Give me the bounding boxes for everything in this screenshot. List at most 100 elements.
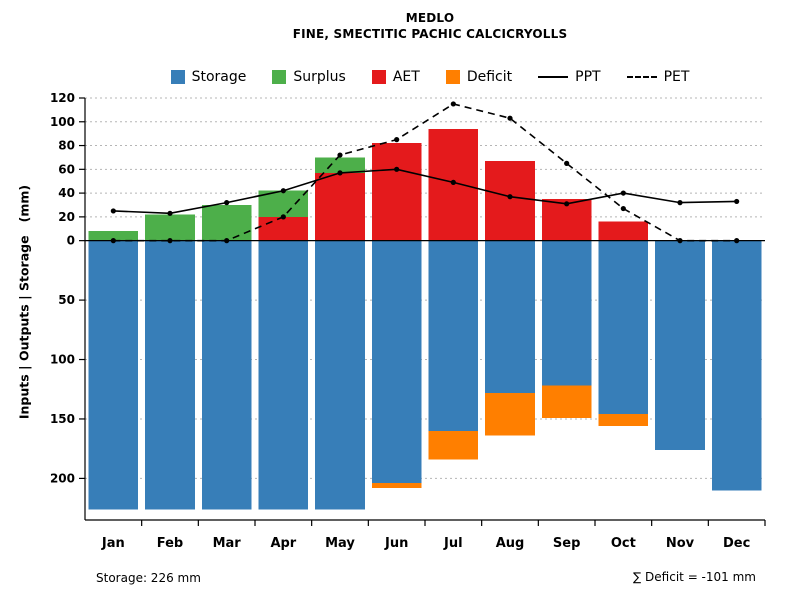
surplus-bar [258, 190, 309, 217]
legend-label: Deficit [466, 69, 513, 85]
pet-point [224, 238, 230, 244]
legend-label: Surplus [293, 69, 346, 85]
legend-label: PET [663, 69, 690, 85]
y-tick-label: 40 [58, 186, 75, 200]
y-tick-label: 200 [50, 471, 75, 485]
ppt-point [110, 208, 116, 214]
y-tick-label: 120 [50, 91, 75, 105]
storage-total-note: Storage: 226 mm [96, 571, 201, 585]
month-label: Feb [157, 536, 183, 551]
storage-bar [315, 240, 365, 510]
month-label: Jun [384, 536, 408, 551]
ppt-point [167, 210, 173, 216]
month-label: Aug [496, 536, 525, 551]
pet-point [450, 101, 456, 107]
pet-point [620, 205, 626, 212]
ppt-point [337, 170, 343, 176]
legend-label: PPT [575, 69, 601, 85]
month-label: Oct [611, 536, 636, 551]
aet-bar [258, 216, 309, 241]
pet-point [564, 160, 570, 166]
ppt-point [224, 200, 230, 206]
legend-label: AET [392, 69, 420, 85]
aet-swatch [371, 70, 386, 84]
deficit-bar [371, 483, 422, 488]
ppt-line-swatch [538, 76, 569, 78]
month-label: Mar [213, 536, 242, 551]
surplus-bar [145, 214, 195, 241]
y-tick-label: 100 [50, 353, 75, 367]
chart-legend: Storage Surplus AET Deficit PPT PET [60, 69, 800, 85]
ppt-point [734, 198, 740, 205]
surplus-swatch [272, 70, 287, 84]
pet-point [677, 238, 683, 244]
deficit-total-note: ∑ Deficit = -101 mm [633, 570, 756, 584]
deficit-bar [428, 430, 479, 460]
pet-point [507, 115, 513, 121]
deficit-swatch [445, 70, 460, 84]
deficit-bar [541, 385, 592, 418]
y-tick-label: 60 [58, 162, 75, 176]
storage-bar [655, 240, 705, 450]
storage-bar [428, 240, 479, 431]
pet-point [337, 152, 343, 158]
legend-item-ppt: PPT [538, 69, 601, 85]
chart-title: MEDLO [405, 11, 455, 25]
ppt-point [450, 179, 456, 185]
aet-bar [485, 161, 535, 241]
chart-subtitle: FINE, SMECTITIC PACHIC CALCICRYOLLS [292, 27, 568, 42]
ppt-point [280, 188, 286, 194]
aet-bar [371, 143, 422, 241]
pet-point [280, 214, 286, 220]
aet-bar [315, 172, 365, 241]
storage-bar [598, 240, 649, 415]
month-label: Jul [443, 536, 463, 551]
aet-bar [598, 221, 649, 241]
y-tick-label: 50 [58, 293, 75, 307]
storage-bar [145, 240, 195, 510]
month-label: Apr [270, 536, 296, 551]
storage-bar [485, 240, 535, 393]
ppt-point [564, 201, 570, 207]
pet-point [394, 137, 400, 143]
pet-point [167, 238, 173, 244]
y-tick-label: 150 [50, 412, 75, 426]
month-label: Dec [723, 536, 750, 551]
ppt-point [677, 200, 683, 206]
storage-bar [88, 240, 139, 510]
storage-bar [371, 240, 422, 484]
y-tick-label: 0 [67, 234, 75, 248]
month-label: Jan [101, 536, 125, 551]
chart-header: MEDLO FINE, SMECTITIC PACHIC CALCICRYOLL… [60, 10, 800, 42]
legend-label: Storage [191, 69, 247, 85]
deficit-bar [485, 392, 535, 436]
storage-bar [541, 240, 592, 386]
ppt-point [394, 166, 400, 172]
surplus-bar [201, 204, 252, 241]
legend-item-surplus: Surplus [272, 69, 346, 85]
storage-swatch [170, 70, 185, 84]
y-tick-label: 20 [58, 210, 75, 224]
ppt-point [507, 194, 513, 200]
pet-line [113, 103, 737, 242]
legend-item-storage: Storage [170, 69, 247, 85]
month-label: Sep [553, 536, 581, 551]
pet-point [110, 238, 116, 244]
y-tick-label: 80 [58, 139, 75, 153]
storage-bar [201, 240, 252, 510]
storage-bar [711, 240, 762, 491]
legend-item-deficit: Deficit [445, 69, 513, 85]
ppt-point [620, 190, 626, 196]
legend-item-aet: AET [371, 69, 420, 85]
legend-item-pet: PET [626, 69, 690, 85]
ppt-line [113, 168, 737, 215]
y-tick-label: 100 [50, 115, 75, 129]
month-label: Nov [666, 536, 695, 551]
month-label: May [325, 536, 355, 551]
surplus-bar [315, 157, 365, 173]
surplus-bar [88, 231, 139, 241]
storage-bar [258, 240, 309, 510]
deficit-bar [598, 414, 649, 427]
